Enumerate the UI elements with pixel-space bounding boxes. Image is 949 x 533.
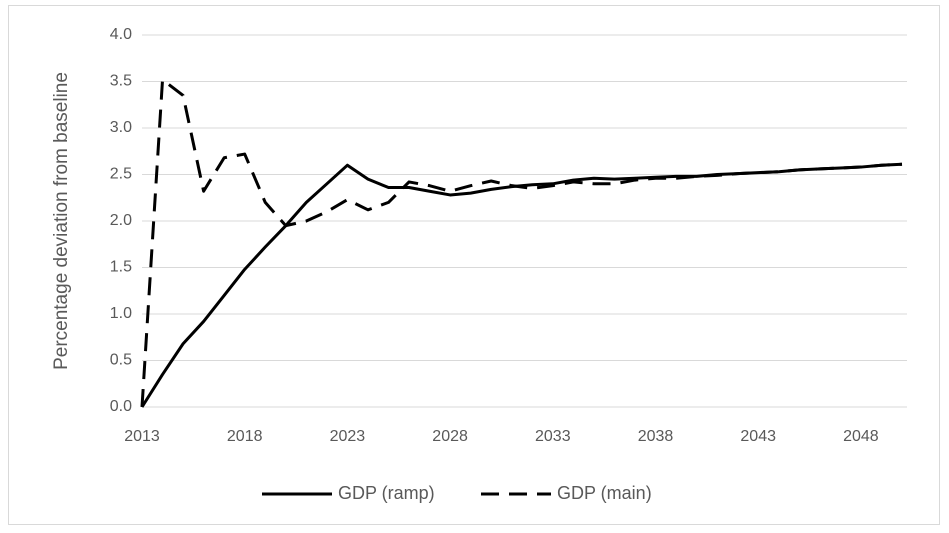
legend-label: GDP (ramp) [338,483,435,503]
x-tick-label: 2018 [227,428,263,445]
x-tick-label: 2033 [535,428,571,445]
x-tick-label: 2023 [330,428,366,445]
x-tick-label: 2028 [432,428,468,445]
y-tick-label: 3.0 [110,119,132,136]
y-axis-label: Percentage deviation from baseline [51,72,72,370]
y-tick-label: 0.0 [110,398,132,415]
y-tick-label: 3.5 [110,73,132,90]
y-tick-label: 0.5 [110,352,132,369]
x-tick-label: 2038 [638,428,674,445]
x-tick-label: 2048 [843,428,879,445]
x-tick-label: 2043 [740,428,776,445]
data-line [140,78,903,408]
chart-border [8,5,940,525]
y-tick-label: 4.0 [110,26,132,43]
y-tick-label: 2.5 [110,166,132,183]
y-tick-label: 1.0 [110,305,132,322]
y-tick-label: 1.5 [110,259,132,276]
x-tick-label: 2013 [124,428,160,445]
y-tick-label: 2.0 [110,212,132,229]
legend-label: GDP (main) [557,483,652,503]
